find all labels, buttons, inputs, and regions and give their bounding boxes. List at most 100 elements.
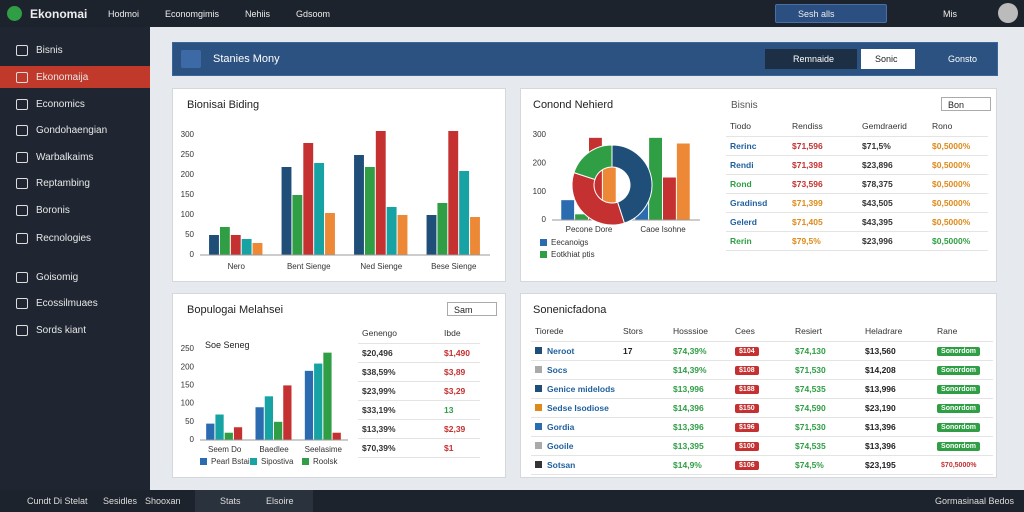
footer-tab[interactable]: Elsoire [266,496,294,506]
cell-text: $74,39% [673,345,707,356]
table-cell: Rendi [726,155,788,175]
cell-text: $0,5000% [932,216,971,227]
user-name[interactable]: Mis [943,9,957,19]
cell-text: $13,396 [865,440,896,451]
table-cell: $0,5000% [928,193,988,213]
table-cell: $100 [731,436,792,456]
cell-text: $13,396 [673,421,704,432]
cell-text: $20,496 [362,347,393,358]
table-cell: $106 [731,455,792,475]
footer-tab[interactable]: Stats [220,496,241,506]
panel: Conond Nehierd Bisnis Bon Tiodo Rendiss Ge… [520,88,997,282]
nav-item[interactable]: Hodmoi [108,9,140,19]
sidebar-item[interactable]: Bisnis [0,39,150,61]
cell-text: $106 [735,461,759,470]
cell-text: $150 [735,404,759,413]
cell-text: Sonordom [937,404,981,413]
footer-item[interactable]: Shooxan [145,496,181,506]
panel-title: Sonenicfadona [533,304,607,316]
sidebar-item[interactable]: Sords kiant [0,319,150,341]
data-table: Tiodo Rendiss Gemdraerid Rono Rerinc $71,596 $… [726,117,988,251]
table-cell: $3,89 [440,362,480,382]
table-cell: $70,5000% [933,455,994,475]
nav-item[interactable]: Gdsoom [296,9,331,19]
table-cell: $23,195 [861,455,934,475]
table-cell [619,379,670,399]
search-box[interactable]: Bon [941,97,991,111]
sidebar-item[interactable]: Ecossilmuaes [0,292,150,314]
table-cell: $0,5000% [928,155,988,175]
footer-item[interactable]: Sesidles [103,496,138,506]
table-cell: $0,5000% [928,136,988,156]
table-cell: Rerinc [726,136,788,156]
avatar[interactable] [998,3,1018,23]
table-cell: 13 [440,400,480,420]
search-box[interactable]: Sam [447,302,497,316]
table-cell: $74,130 [791,341,862,361]
nav-item[interactable]: Economgimis [165,9,220,19]
table-row: Rond $73,596 $78,375 $0,5000% [726,174,988,194]
menu-button[interactable] [181,50,201,68]
action-button[interactable]: Gonsto [948,54,978,64]
cell-text: $1 [444,442,454,453]
cell-text: Socs [535,364,568,375]
panel: Sonenicfadona Tiorede Stors Hosssioe Cees Re… [520,293,997,478]
cell-text: $0,5000% [932,197,971,208]
cell-text: Sonordom [937,385,981,394]
cell-text: $188 [735,385,759,394]
cell-text: $13,395 [673,440,704,451]
column-header: Tiodo [726,117,788,137]
cell-text: Sedse Isodiose [535,402,609,413]
cell-text: $74,5% [795,459,824,470]
cell-text: $70,5000% [941,462,977,469]
table-row: Rerinc $71,596 $71,5% $0,5000% [726,136,988,156]
cell-text: $23,190 [865,402,896,413]
table-cell [619,398,670,418]
panel-title: Bopulogai Melahsei [187,304,284,316]
search-box[interactable]: Sesh alls [775,4,887,23]
cell-text: Sotsan [535,459,576,470]
data-table: Tiorede Stors Hosssioe Cees Resiert Heladrare… [531,322,994,475]
table-row: Rerin $79,5% $23,996 $0,5000% [726,231,988,251]
cell-text: Rerinc [730,140,757,151]
sidebar-item[interactable]: Goisomig [0,266,150,288]
cell-text: $74,535 [795,383,826,394]
table-cell: Sonordom [933,360,994,380]
sidebar-item[interactable]: Gondohaengian [0,119,150,141]
sidebar-item[interactable]: Warbalkaims [0,146,150,168]
table-cell: $43,505 [858,193,928,213]
sidebar-item[interactable]: Reptambing [0,172,150,194]
table-cell: $13,560 [861,341,934,361]
table-cell: $196 [731,417,792,437]
column-header: Tiorede [531,322,620,342]
table-row: Gordia $13,396 $196 $71,530 $13,396 Sonordom [531,417,994,437]
table-cell: $70,39% [358,438,440,458]
table-cell: $13,39% [358,419,440,439]
table-row: $38,59% $3,89 [358,362,480,382]
table-cell: $0,5000% [928,212,988,232]
table-cell: Rerin [726,231,788,251]
cell-text: $3,89 [444,366,466,377]
footer-item[interactable]: Cundt Di Stelat [27,496,88,506]
sidebar-item[interactable]: Ekonomaija [0,66,150,88]
table-cell: $1,490 [440,343,480,363]
data-table: Genengo Ibde $20,496 $1,490 $38,59% $3,89 $23,… [358,324,480,458]
table-cell: $14,208 [861,360,934,380]
nav-item[interactable]: Nehiis [245,9,271,19]
cell-text: $71,398 [792,159,823,170]
table-cell: $71,405 [788,212,858,232]
cell-text: Sonordom [937,442,981,451]
cell-text: $71,405 [792,216,823,227]
sidebar-item[interactable]: Recnologies [0,227,150,249]
sidebar-item[interactable]: Economics [0,93,150,115]
column-header: Heladrare [861,322,934,342]
action-button[interactable]: Sonic [861,49,915,69]
sidebar-item[interactable]: Boronis [0,199,150,221]
table-cell: $71,530 [791,360,862,380]
table-cell: Neroot [531,341,620,361]
table-cell: $13,395 [669,436,732,456]
action-button[interactable]: Remnaide [765,49,857,69]
table-wrap: Genengo Ibde $20,496 $1,490 $38,59% $3,89 $23,… [358,324,480,458]
cell-text: $13,396 [865,421,896,432]
cell-text: $23,195 [865,459,896,470]
